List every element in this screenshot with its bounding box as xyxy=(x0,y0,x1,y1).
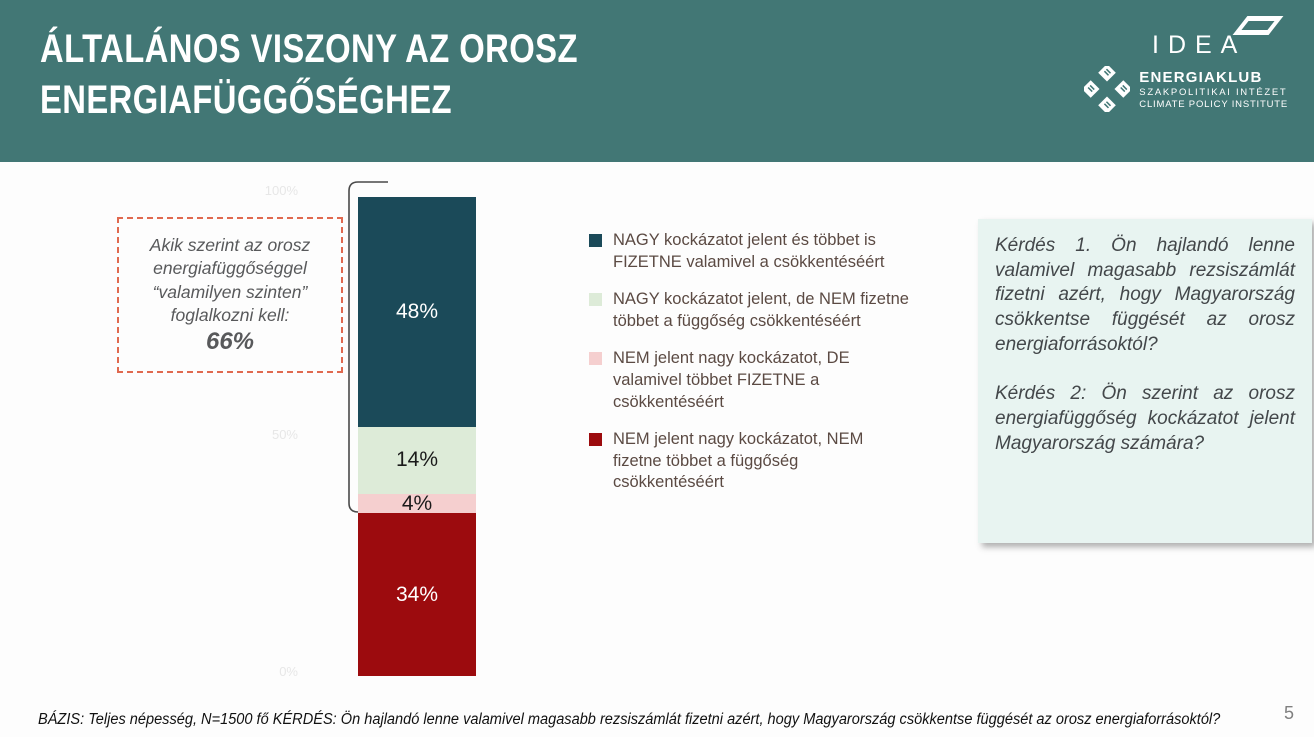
legend-item-2: NAGY kockázatot jelent, de NEM fizetne t… xyxy=(589,289,911,333)
legend-item-label: NAGY kockázatot jelent és többet is FIZE… xyxy=(613,231,885,271)
legend: NAGY kockázatot jelent és többet is FIZE… xyxy=(589,230,911,494)
page-title: ÁLTALÁNOS VISZONY AZ OROSZ ENERGIAFÜGGŐS… xyxy=(40,24,578,126)
bar-stack: 48% 14% 4% 34% xyxy=(358,197,476,676)
legend-swatch-icon xyxy=(589,351,602,365)
page-number: 5 xyxy=(1283,703,1294,723)
header-band: ÁLTALÁNOS VISZONY AZ OROSZ ENERGIAFÜGGŐS… xyxy=(0,0,1314,162)
legend-item-label: NAGY kockázatot jelent, de NEM fizetne t… xyxy=(613,289,909,330)
energiaklub-logo: ENERGIAKLUB SZAKPOLITIKAI INTÉZET CLIMAT… xyxy=(1084,66,1288,112)
callout-box: Akik szerint az orosz energiafüggőséggel… xyxy=(117,217,343,373)
legend-item-4: NEM jelent nagy kockázatot, NEM fizetne … xyxy=(589,429,911,495)
idea-parallelogram-icon xyxy=(1232,16,1284,35)
energiaklub-subtitle-en: CLIMATE POLICY INSTITUTE xyxy=(1139,98,1288,110)
energiaklub-subtitle-hu: SZAKPOLITIKAI INTÉZET xyxy=(1139,86,1288,98)
question-1: Kérdés 1. Ön hajlandó lenne valamivel ma… xyxy=(995,235,1295,355)
axis-tick-50: 50% xyxy=(271,427,298,442)
energiaklub-name: ENERGIAKLUB xyxy=(1139,68,1263,86)
callout-value: 66% xyxy=(205,328,255,356)
page-title-line2: ENERGIAFÜGGŐSÉGHEZ xyxy=(40,77,452,122)
idea-logo: IDEA xyxy=(1152,14,1284,60)
energiaklub-diamond-icon xyxy=(1084,66,1131,112)
bar-segment-label: 34% xyxy=(395,582,439,606)
legend-item-1: NAGY kockázatot jelent és többet is FIZE… xyxy=(589,230,911,274)
bar-segment-3: 4% xyxy=(358,491,476,515)
legend-swatch-icon xyxy=(589,234,602,247)
bar-segment-1: 48% xyxy=(358,197,476,427)
bar-segment-label: 48% xyxy=(395,299,439,323)
footer-base-note: BÁZIS: Teljes népesség, N=1500 fő KÉRDÉS… xyxy=(38,711,1221,728)
question-2: Kérdés 2: Ön szerint az orosz energiafüg… xyxy=(995,383,1295,454)
legend-item-label: NEM jelent nagy kockázatot, DE valamivel… xyxy=(613,348,850,411)
axis-tick-0: 0% xyxy=(279,664,298,679)
axis-tick-100: 100% xyxy=(264,183,298,198)
bar-segment-4: 34% xyxy=(358,513,476,676)
bracket-icon xyxy=(348,181,388,513)
idea-logo-text: IDEA xyxy=(1152,31,1247,59)
legend-item-label: NEM jelent nagy kockázatot, NEM fizetne … xyxy=(613,429,864,492)
legend-item-3: NEM jelent nagy kockázatot, DE valamivel… xyxy=(589,348,911,414)
bar-segment-label: 4% xyxy=(401,491,433,515)
callout-text: Akik szerint az orosz energiafüggőséggel… xyxy=(149,234,311,325)
question-box: Kérdés 1. Ön hajlandó lenne valamivel ma… xyxy=(978,219,1312,543)
energiaklub-logo-text: ENERGIAKLUB SZAKPOLITIKAI INTÉZET CLIMAT… xyxy=(1139,69,1288,110)
bar-segment-2: 14% xyxy=(358,426,476,494)
legend-swatch-icon xyxy=(589,432,602,446)
legend-swatch-icon xyxy=(589,292,602,306)
page-title-line1: ÁLTALÁNOS VISZONY AZ OROSZ xyxy=(40,27,578,71)
bar-segment-label: 14% xyxy=(395,448,439,472)
